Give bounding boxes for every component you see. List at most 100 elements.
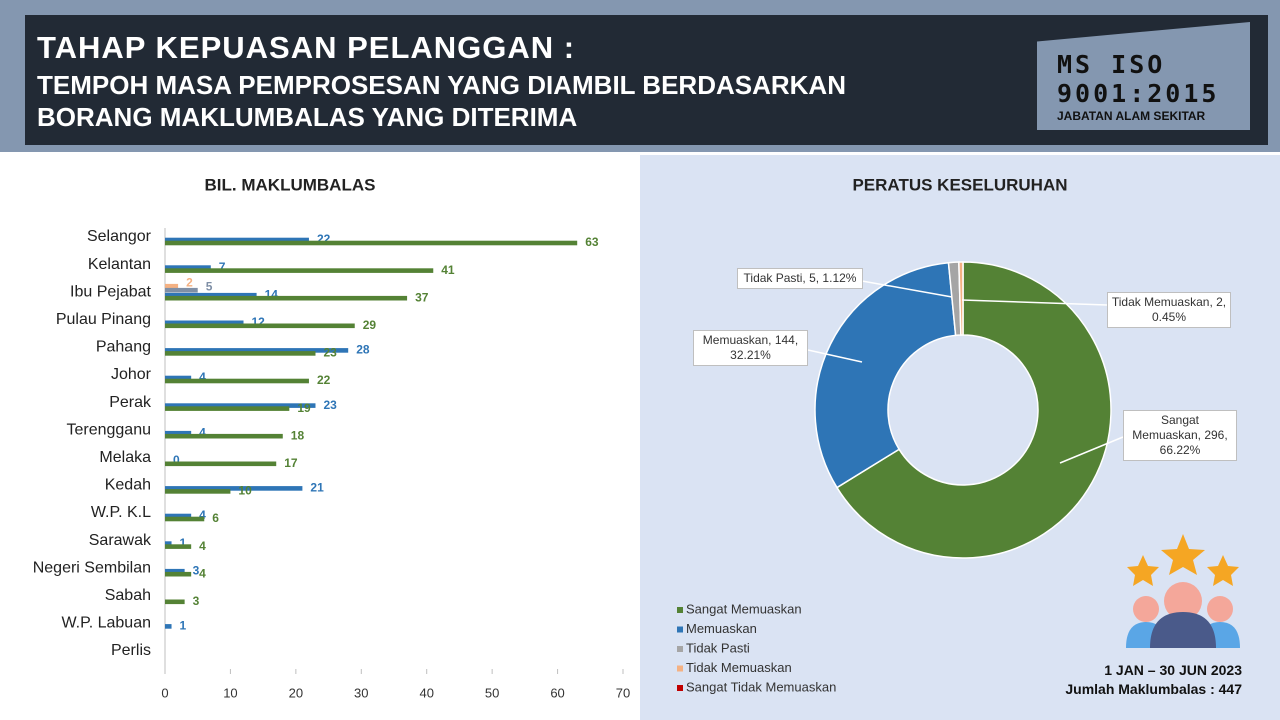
legend-label: Tidak Memuaskan	[686, 660, 792, 675]
category-label: W.P. Labuan	[61, 615, 151, 632]
category-label: Ibu Pejabat	[70, 283, 152, 300]
total: Jumlah Maklumbalas : 447	[1065, 681, 1242, 697]
category-label: Selangor	[87, 228, 152, 245]
value-label: 21	[310, 481, 324, 495]
value-label: 3	[193, 563, 200, 577]
legend-marker	[677, 665, 683, 672]
bar	[165, 403, 316, 408]
category-label: Sarawak	[89, 532, 152, 549]
bar	[165, 624, 172, 629]
value-label: 18	[291, 428, 305, 442]
value-label: 19	[297, 401, 311, 415]
x-tick-label: 0	[161, 685, 168, 700]
bar	[165, 265, 211, 270]
legend-label: Sangat Tidak Memuaskan	[686, 679, 836, 694]
subtitle: BORANG MAKLUMBALAS YANG DITERIMA	[37, 102, 578, 132]
value-label: 22	[317, 373, 331, 387]
slice	[835, 261, 1112, 559]
bar	[165, 283, 179, 289]
leader-line	[861, 280, 953, 298]
x-tick-label: 40	[419, 685, 433, 700]
bar	[165, 599, 185, 605]
data-label: Memuaskan, 144, 32.21%	[693, 330, 808, 366]
value-label: 4	[199, 539, 206, 553]
data-label: Tidak Pasti, 5, 1.12%	[737, 268, 863, 289]
legend-marker	[677, 626, 683, 633]
x-tick-label: 60	[550, 685, 564, 700]
legend-label: Sangat Memuaskan	[686, 601, 802, 616]
value-label: 23	[323, 346, 337, 360]
data-label: Sangat Memuaskan, 296, 66.22%	[1123, 410, 1237, 461]
bar	[165, 240, 578, 246]
slice	[814, 261, 957, 489]
bar	[165, 348, 349, 353]
bar	[165, 292, 257, 298]
bar	[165, 486, 303, 491]
bar	[165, 268, 434, 273]
badge-text: 9001:2015	[1057, 79, 1220, 108]
bar	[165, 351, 316, 356]
category-label: Terengganu	[66, 421, 151, 438]
legend-marker	[677, 685, 683, 691]
value-label: 37	[415, 290, 429, 304]
title: TAHAP KEPUASAN PELANGGAN :	[37, 30, 576, 65]
value-label: 4	[199, 425, 206, 439]
category-label: Perak	[109, 394, 152, 411]
bar	[165, 489, 231, 494]
value-label: 6	[212, 511, 219, 525]
bar	[165, 237, 309, 243]
value-label: 5	[206, 279, 213, 293]
badge-org: JABATAN ALAM SEKITAR	[1057, 109, 1206, 123]
value-label: 10	[238, 484, 252, 498]
subtitle: TEMPOH MASA PEMPROSESAN YANG DIAMBIL BER…	[37, 70, 846, 100]
category-label: Pulau Pinang	[56, 311, 151, 328]
value-label: 7	[219, 260, 226, 274]
value-label: 23	[323, 398, 337, 412]
bar	[165, 320, 244, 326]
category-label: Sabah	[105, 587, 151, 604]
badge	[1037, 22, 1250, 130]
value-label: 28	[356, 343, 370, 357]
x-tick-label: 70	[616, 685, 630, 700]
bar	[165, 541, 172, 546]
legend-label: Tidak Pasti	[686, 640, 750, 655]
category-label: Negeri Sembilan	[33, 559, 151, 576]
bar	[165, 406, 290, 411]
value-label: 29	[363, 318, 377, 332]
bar	[165, 287, 198, 293]
value-label: 17	[284, 456, 298, 470]
legend-marker	[677, 607, 683, 613]
category-label: Johor	[111, 366, 152, 383]
leader-line	[807, 349, 863, 363]
value-label: 63	[585, 235, 599, 249]
badge-text: MS ISO	[1057, 50, 1166, 79]
period: 1 JAN – 30 JUN 2023	[1104, 662, 1242, 678]
category-label: Kedah	[105, 477, 151, 494]
value-label: 3	[193, 594, 200, 608]
value-label: 1	[180, 619, 187, 633]
bar	[165, 375, 192, 381]
category-label: W.P. K.L	[91, 504, 151, 521]
value-label: 0	[173, 453, 180, 467]
value-label: 1	[180, 536, 187, 550]
bar	[165, 571, 192, 577]
bar	[165, 513, 192, 519]
value-label: 4	[199, 566, 206, 580]
x-tick-label: 30	[354, 685, 368, 700]
leader-line	[1059, 436, 1124, 464]
x-tick-label: 50	[485, 685, 499, 700]
bar	[165, 323, 355, 329]
x-tick-label: 20	[289, 685, 303, 700]
x-tick-label: 10	[223, 685, 237, 700]
value-label: 41	[441, 263, 455, 277]
bar	[165, 378, 309, 384]
donut-title: PERATUS KESELURUHAN	[852, 175, 1067, 194]
bar	[165, 461, 277, 467]
people-icon	[1126, 534, 1240, 648]
value-label: 2	[186, 275, 193, 289]
bar	[165, 516, 205, 522]
bar	[165, 568, 185, 574]
value-label: 4	[199, 508, 206, 522]
